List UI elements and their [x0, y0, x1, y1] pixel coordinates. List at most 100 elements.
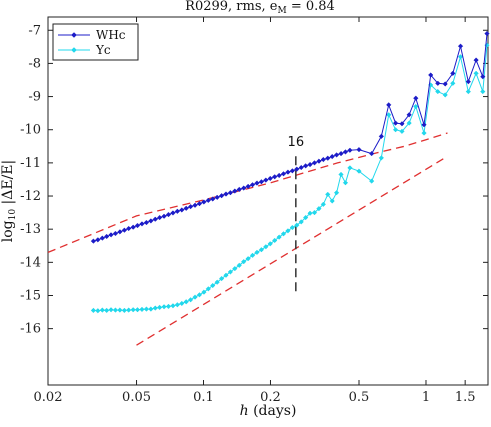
data-point-whc: [263, 177, 269, 183]
data-point-yc: [232, 265, 238, 272]
data-point-yc: [134, 307, 141, 313]
data-point-yc: [356, 168, 362, 174]
series-line-yc: [93, 45, 488, 312]
data-point-yc: [465, 88, 471, 95]
data-point-yc: [227, 269, 234, 275]
data-point-whc: [232, 188, 238, 194]
data-point-yc: [280, 231, 287, 237]
x-axis-label: h (days): [240, 403, 297, 419]
data-point-yc: [386, 112, 392, 118]
data-point-yc: [480, 88, 486, 95]
title-sub: M: [277, 6, 286, 16]
data-point-yc: [170, 303, 176, 309]
legend-label-whc: WHc: [96, 28, 126, 42]
data-point-yc: [205, 286, 211, 292]
data-point-whc: [386, 102, 392, 108]
y-tick-label: -12: [20, 189, 41, 204]
data-point-whc: [223, 191, 229, 197]
data-point-whc: [392, 120, 399, 126]
data-point-whc: [165, 211, 172, 218]
data-point-whc: [152, 216, 158, 222]
data-point-yc: [112, 307, 119, 313]
data-point-whc: [421, 122, 427, 128]
data-point-whc: [218, 193, 225, 199]
data-point-whc: [280, 171, 287, 177]
annotation-label: 16: [288, 135, 305, 150]
data-point-whc: [307, 161, 313, 168]
data-point-whc: [179, 207, 185, 213]
data-point-yc: [165, 303, 172, 310]
data-point-whc: [342, 149, 349, 155]
data-point-whc: [156, 214, 163, 221]
x-axis-label-var: h: [240, 403, 249, 419]
data-point-yc: [126, 307, 132, 313]
data-point-whc: [148, 218, 154, 224]
data-point-yc: [95, 308, 101, 314]
data-point-yc: [241, 259, 247, 265]
data-point-yc: [254, 249, 260, 256]
y-axis-label-rest: |ΔE/E|: [0, 160, 16, 209]
legend-label-yc: Yc: [95, 43, 111, 57]
data-point-yc: [236, 262, 242, 268]
x-axis: 0.02 0.05 0.1 0.2 0.5 1 1.5: [34, 17, 476, 405]
data-point-whc: [103, 233, 110, 240]
data-point-whc: [117, 229, 123, 235]
data-point-whc: [406, 112, 412, 118]
data-point-yc: [347, 165, 353, 171]
data-point-whc: [187, 203, 194, 210]
reference-line-1: [47, 132, 448, 254]
x-tick-label: 0.1: [193, 390, 214, 405]
data-point-yc: [249, 252, 256, 259]
data-point-whc: [134, 222, 141, 229]
data-point-yc: [187, 297, 194, 303]
x-tick-label: 0.5: [349, 390, 370, 405]
data-point-yc: [325, 191, 331, 198]
annotation: 16: [288, 135, 305, 296]
data-point-yc: [196, 292, 203, 298]
data-point-yc: [329, 198, 335, 204]
data-point-yc: [130, 307, 136, 313]
data-point-yc: [152, 305, 158, 311]
data-point-whc: [112, 230, 119, 237]
data-point-yc: [121, 307, 128, 314]
data-point-yc: [179, 300, 185, 307]
data-point-whc: [316, 158, 322, 164]
y-tick-label: -13: [20, 222, 41, 237]
data-point-yc: [218, 275, 225, 282]
data-point-yc: [289, 224, 296, 231]
data-point-whc: [320, 156, 326, 163]
data-point-yc: [90, 307, 97, 314]
data-point-whc: [161, 213, 167, 219]
data-point-whc: [258, 179, 265, 185]
data-point-whc: [329, 153, 335, 160]
data-point-yc: [457, 54, 464, 60]
data-point-whc: [139, 221, 145, 227]
data-point-yc: [263, 244, 269, 250]
data-point-whc: [450, 70, 456, 77]
y-axis-label-sub: 10: [8, 209, 18, 221]
data-point-yc: [161, 304, 167, 310]
reference-line-2: [136, 155, 448, 346]
y-axis: -16 -15 -14 -13 -12 -11 -10 -9 -8 -7: [20, 23, 488, 337]
data-point-yc: [267, 241, 273, 247]
data-point-yc: [192, 294, 198, 300]
data-point-yc: [139, 306, 145, 313]
data-point-yc: [413, 103, 419, 110]
data-point-whc: [457, 43, 464, 49]
data-point-whc: [210, 196, 216, 202]
data-point-whc: [356, 146, 362, 153]
reference-lines: [47, 132, 448, 346]
data-point-whc: [442, 81, 448, 87]
y-tick-label: -16: [20, 322, 41, 337]
series-group: [90, 30, 490, 314]
data-point-yc: [258, 247, 265, 253]
data-point-whc: [108, 232, 114, 238]
data-point-whc: [192, 202, 198, 208]
data-point-whc: [347, 147, 353, 153]
data-point-yc: [473, 70, 479, 77]
data-point-whc: [378, 133, 384, 140]
data-point-whc: [245, 183, 251, 190]
data-point-whc: [249, 182, 256, 188]
data-point-yc: [369, 178, 375, 184]
